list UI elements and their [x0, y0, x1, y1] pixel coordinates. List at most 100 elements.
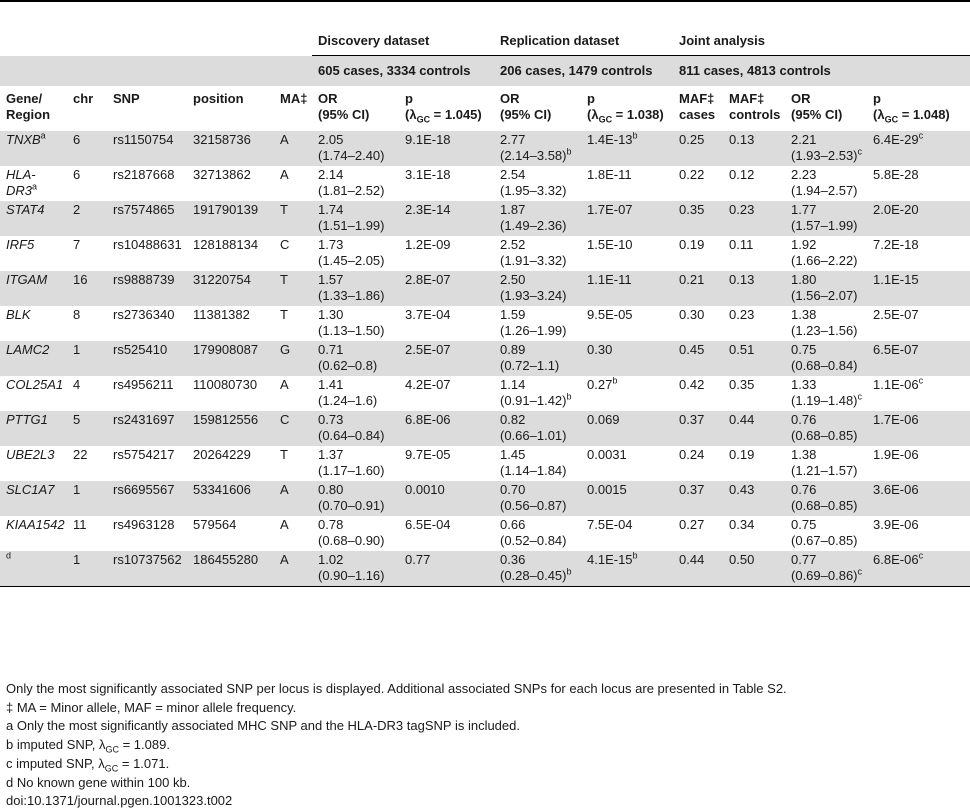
- snp-value: rs6695567: [113, 482, 175, 497]
- cell-ma: T: [274, 446, 312, 481]
- cell-gene: PTTG1: [0, 411, 67, 446]
- joint-or: 0.75: [791, 342, 817, 357]
- col-maf-controls: MAF‡ controls: [729, 91, 781, 122]
- snp-value: rs9888739: [113, 272, 175, 287]
- rep-p-footnote: b: [632, 130, 638, 141]
- cell-chr: 16: [67, 271, 107, 306]
- rep-ci: (1.14–1.84): [500, 463, 567, 478]
- table-row: ITGAM 16 rs9888739 31220754 T 1.57 (1.33–1.86)…: [0, 271, 970, 306]
- disc-or: 1.02: [318, 552, 344, 567]
- maf-controls: 0.43: [729, 482, 755, 497]
- rep-or: 1.45: [500, 447, 526, 462]
- disc-ci: (1.33–1.86): [318, 288, 385, 303]
- cell-rep-p: 9.5E-05: [581, 306, 673, 341]
- maf-controls: 0.34: [729, 517, 755, 532]
- cell-gene: SLC1A7: [0, 481, 67, 516]
- cell-maf-controls: 0.23: [723, 201, 786, 236]
- cell-position: 128188134: [187, 236, 274, 271]
- position-value: 110080730: [193, 377, 258, 392]
- group-replication: Replication dataset: [494, 27, 674, 56]
- cell-gene: KIAA1542: [0, 516, 67, 551]
- ma-value: T: [280, 447, 288, 462]
- cell-ma: T: [274, 271, 312, 306]
- cell-disc-p: 6.5E-04: [399, 516, 494, 551]
- results-table: Discovery dataset Replication dataset Jo…: [0, 27, 970, 587]
- table-row: BLK 8 rs2736340 11381382 T 1.30 (1.13–1.50) 3.7…: [0, 306, 970, 341]
- cell-position: 179908087: [187, 341, 274, 376]
- disc-p: 4.2E-07: [405, 377, 451, 392]
- col-joint-p: p (λGC = 1.048): [873, 91, 950, 125]
- maf-controls: 0.23: [729, 202, 755, 217]
- cell-rep-or: 0.70 (0.56–0.87): [494, 481, 581, 516]
- cell-ma: A: [274, 166, 312, 201]
- ma-value: A: [280, 517, 289, 532]
- maf-controls: 0.23: [729, 307, 755, 322]
- rep-ci: (1.95–3.32): [500, 183, 567, 198]
- joint-p: 1.7E-06: [873, 412, 919, 427]
- disc-or: 1.74: [318, 202, 344, 217]
- cell-gene: COL25A1: [0, 376, 67, 411]
- position-value: 31220754: [193, 272, 251, 287]
- cell-joint-p: 7.2E-18: [867, 236, 970, 271]
- cell-ma: A: [274, 131, 312, 166]
- cell-ma: A: [274, 551, 312, 587]
- table-notes: Only the most significantly associated S…: [6, 680, 787, 811]
- cell-maf-cases: 0.19: [673, 236, 723, 271]
- cell-maf-cases: 0.21: [673, 271, 724, 306]
- cell-disc-or: 1.41 (1.24–1.6): [312, 376, 399, 411]
- cell-joint-or: 1.38 (1.23–1.56): [785, 306, 867, 341]
- snp-value: rs525410: [113, 342, 168, 357]
- ma-value: A: [280, 482, 289, 497]
- disc-or: 1.41: [318, 377, 344, 392]
- position-value: 579564: [193, 517, 237, 532]
- cell-rep-p: 1.7E-07: [581, 201, 674, 236]
- cell-rep-or: 0.66 (0.52–0.84): [494, 516, 581, 551]
- disc-ci: (0.64–0.84): [318, 428, 385, 443]
- cell-position: 579564: [187, 516, 274, 551]
- cell-rep-p: 4.1E-15b: [581, 551, 674, 587]
- rep-or: 0.89: [500, 342, 526, 357]
- joint-ci: (1.57–1.99): [791, 218, 858, 233]
- joint-or: 0.77: [791, 552, 817, 567]
- chr-value: 11: [73, 517, 87, 532]
- ma-value: A: [280, 132, 289, 147]
- joint-or: 0.76: [791, 412, 817, 427]
- snp-value: rs4963128: [113, 517, 175, 532]
- cell-snp: rs7574865: [107, 201, 187, 236]
- rep-p: 0.30: [587, 342, 613, 357]
- disc-ci: (0.90–1.16): [318, 568, 385, 583]
- cell-rep-p: 1.4E-13b: [581, 130, 674, 166]
- cell-rep-p: 0.27b: [581, 376, 673, 411]
- gene-footnote: d: [6, 550, 12, 561]
- disc-ci: (1.45–2.05): [318, 253, 385, 268]
- cell-joint-or: 0.76 (0.68–0.85): [785, 411, 868, 446]
- cell-joint-p: 1.1E-06c: [867, 376, 970, 411]
- chr-value: 6: [73, 167, 81, 182]
- joint-ci: (0.68–0.85): [791, 498, 858, 513]
- chr-value: 5: [73, 412, 81, 427]
- chr-value: 2: [73, 202, 81, 217]
- disc-or: 1.30: [318, 307, 344, 322]
- joint-p: 1.1E-15: [873, 272, 919, 287]
- joint-ci: (1.94–2.57): [791, 183, 858, 198]
- gene-name: BLK: [6, 307, 31, 322]
- cell-ma: A: [274, 481, 312, 516]
- disc-ci: (1.13–1.50): [318, 323, 385, 338]
- cell-gene: STAT4: [0, 201, 67, 236]
- cell-rep-or: 0.89 (0.72–1.1): [494, 341, 581, 376]
- cell-joint-p: 1.7E-06: [867, 411, 970, 446]
- maf-controls: 0.19: [729, 447, 755, 462]
- rep-ci-footnote: b: [566, 146, 572, 157]
- cell-disc-p: 3.1E-18: [399, 166, 494, 201]
- col-gene: Gene/Region: [6, 91, 51, 122]
- snp-value: rs2187668: [113, 167, 175, 182]
- cell-chr: 1: [67, 551, 107, 587]
- rep-p: 4.1E-15: [587, 552, 633, 567]
- cell-maf-cases: 0.44: [673, 551, 724, 587]
- cell-disc-p: 4.2E-07: [399, 376, 494, 411]
- gene-footnote: a: [40, 130, 46, 141]
- rep-ci: (0.72–1.1): [500, 358, 560, 373]
- cell-disc-or: 0.80 (0.70–0.91): [312, 481, 399, 516]
- cell-position: 110080730: [187, 376, 274, 411]
- cell-disc-or: 2.14 (1.81–2.52): [312, 166, 399, 201]
